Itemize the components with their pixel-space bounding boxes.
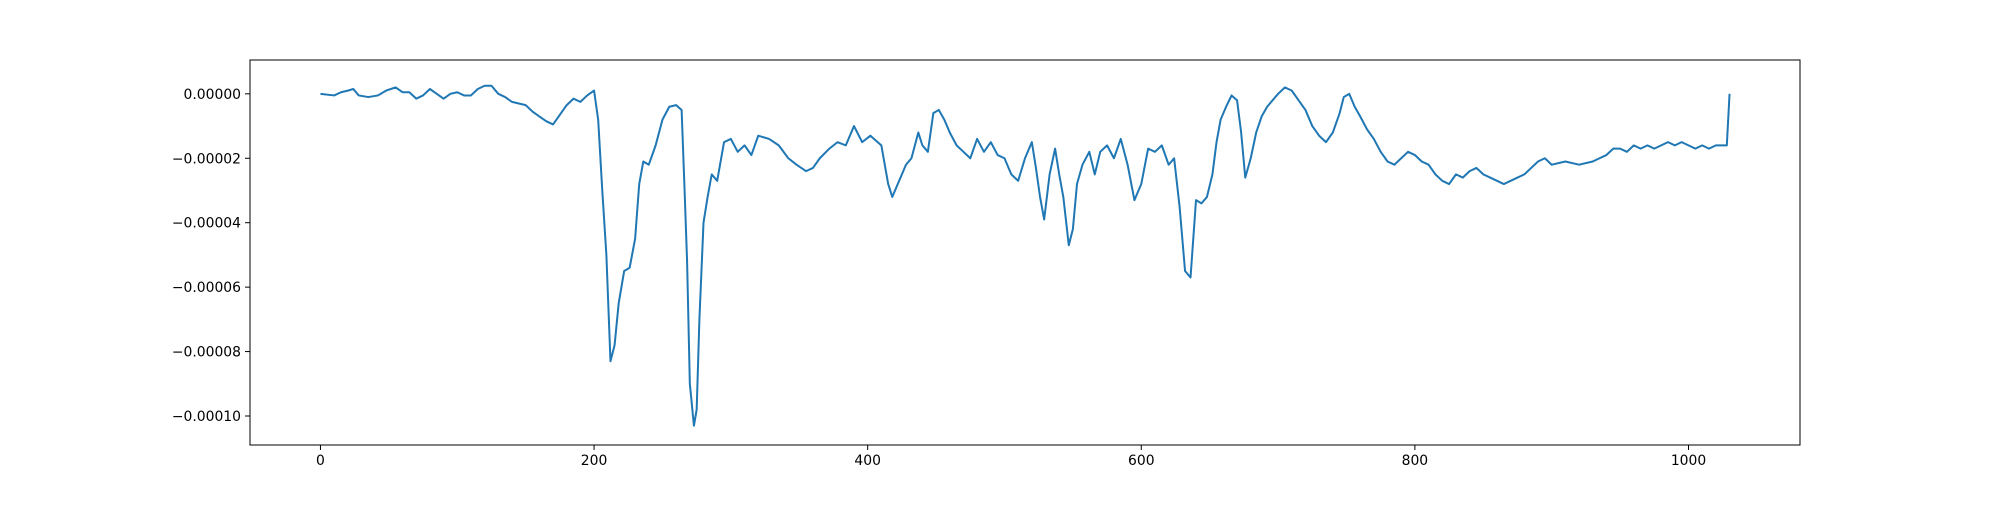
x-tick-label: 0 — [316, 453, 325, 469]
axes-ticks: 0 200 400 600 800 1000 0.00000 −0.00002 −0.00004… — [172, 87, 1706, 469]
x-tick-label: 400 — [854, 453, 881, 469]
x-tick-label: 800 — [1402, 453, 1429, 469]
y-tick-label: 0.00000 — [184, 87, 241, 103]
x-tick-label: 200 — [581, 453, 608, 469]
y-tick-label: −0.00002 — [172, 151, 241, 167]
x-tick-label: 600 — [1128, 453, 1155, 469]
axes-frame — [249, 59, 1801, 446]
y-tick-label: −0.00006 — [172, 280, 241, 296]
x-tick-label: 1000 — [1671, 453, 1706, 469]
plot-area — [320, 84, 1731, 427]
y-tick-label: −0.00010 — [172, 409, 241, 425]
y-tick-label: −0.00008 — [172, 345, 241, 361]
y-tick-label: −0.00004 — [172, 216, 241, 232]
series-line-0 — [320, 84, 1731, 427]
